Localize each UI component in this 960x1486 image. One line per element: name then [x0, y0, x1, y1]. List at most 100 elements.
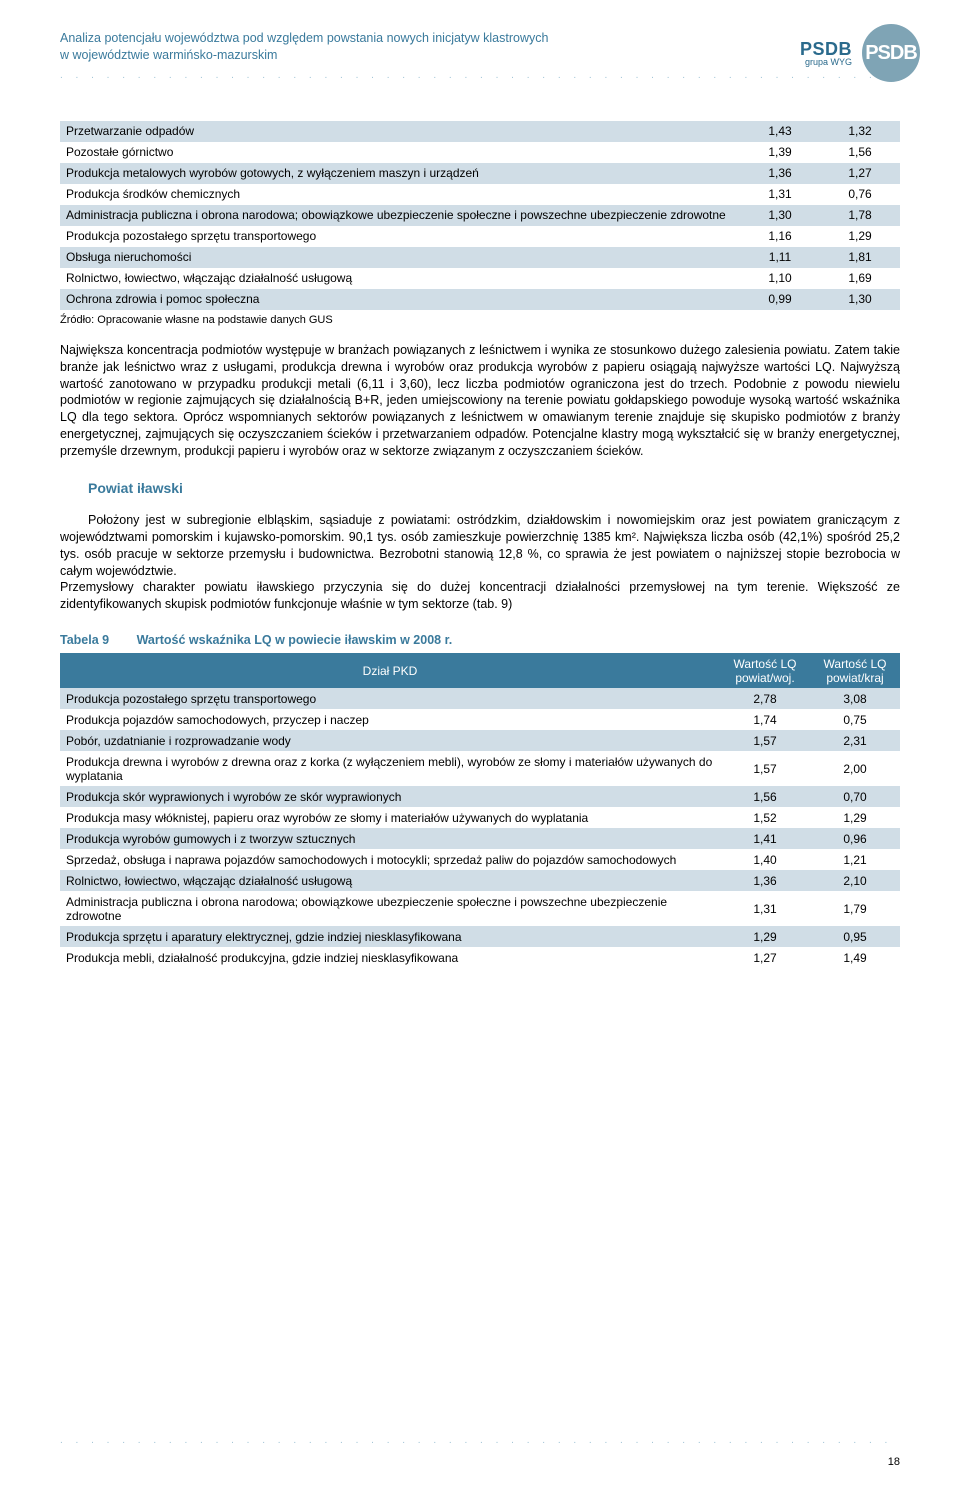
table-cell-v2: 1,32 — [820, 121, 900, 142]
table-cell-v1: 1,31 — [740, 184, 820, 205]
table-2-header-main: Dział PKD — [60, 653, 720, 688]
table-cell-v2: 1,79 — [810, 891, 900, 926]
table-cell-label: Produkcja drewna i wyrobów z drewna oraz… — [60, 751, 720, 786]
table-cell-v1: 1,36 — [740, 163, 820, 184]
table-cell-v2: 1,56 — [820, 142, 900, 163]
table-row: Pobór, uzdatnianie i rozprowadzanie wody… — [60, 730, 900, 751]
table-cell-v1: 1,40 — [720, 849, 810, 870]
table-row: Produkcja pozostałego sprzętu transporto… — [60, 226, 900, 247]
section-title: Powiat iławski — [88, 480, 900, 496]
table-cell-v1: 1,31 — [720, 891, 810, 926]
table-cell-v2: 0,70 — [810, 786, 900, 807]
table-cell-label: Produkcja pozostałego sprzętu transporto… — [60, 226, 740, 247]
table-row: Produkcja drewna i wyrobów z drewna oraz… — [60, 751, 900, 786]
table-cell-label: Ochrona zdrowia i pomoc społeczna — [60, 289, 740, 310]
table-cell-label: Obsługa nieruchomości — [60, 247, 740, 268]
brand-logo: PSDB — [862, 24, 920, 82]
table-2: Dział PKD Wartość LQ powiat/woj. Wartość… — [60, 653, 900, 968]
table-1: Przetwarzanie odpadów1,431,32Pozostałe g… — [60, 121, 900, 310]
table-cell-v2: 1,81 — [820, 247, 900, 268]
table-cell-v1: 0,99 — [740, 289, 820, 310]
table-cell-v1: 1,29 — [720, 926, 810, 947]
brand-name: PSDB — [800, 40, 852, 58]
paragraph-2: Położony jest w subregionie elbląskim, s… — [60, 512, 900, 613]
table-row: Przetwarzanie odpadów1,431,32 — [60, 121, 900, 142]
table-2-header-v1: Wartość LQ powiat/woj. — [720, 653, 810, 688]
table-cell-v1: 1,27 — [720, 947, 810, 968]
table-row: Rolnictwo, łowiectwo, włączając działaln… — [60, 870, 900, 891]
table-cell-v1: 1,16 — [740, 226, 820, 247]
table-cell-v1: 1,41 — [720, 828, 810, 849]
table-cell-label: Produkcja pozostałego sprzętu transporto… — [60, 688, 720, 709]
table-row: Administracja publiczna i obrona narodow… — [60, 891, 900, 926]
table-2-header-v2: Wartość LQ powiat/kraj — [810, 653, 900, 688]
table-cell-v1: 1,11 — [740, 247, 820, 268]
table-cell-v1: 1,39 — [740, 142, 820, 163]
table-cell-v2: 1,49 — [810, 947, 900, 968]
table-row: Sprzedaż, obsługa i naprawa pojazdów sam… — [60, 849, 900, 870]
table-cell-v2: 0,96 — [810, 828, 900, 849]
brand-text: PSDB grupa WYG — [800, 40, 852, 67]
table-cell-v1: 1,52 — [720, 807, 810, 828]
table-cell-label: Administracja publiczna i obrona narodow… — [60, 205, 740, 226]
table-row: Produkcja metalowych wyrobów gotowych, z… — [60, 163, 900, 184]
table-cell-label: Rolnictwo, łowiectwo, włączając działaln… — [60, 268, 740, 289]
table-cell-v1: 1,57 — [720, 751, 810, 786]
table-cell-v2: 1,27 — [820, 163, 900, 184]
doc-title-line2: w województwie warmińsko-mazurskim — [60, 48, 277, 62]
footer-separator: . . . . . . . . . . . . . . . . . . . . … — [60, 1435, 900, 1446]
table-row: Produkcja masy włóknistej, papieru oraz … — [60, 807, 900, 828]
table-row: Pozostałe górnictwo1,391,56 — [60, 142, 900, 163]
table-cell-v2: 2,00 — [810, 751, 900, 786]
table-cell-v1: 1,57 — [720, 730, 810, 751]
table-row: Obsługa nieruchomości1,111,81 — [60, 247, 900, 268]
table-cell-v2: 1,29 — [810, 807, 900, 828]
table-cell-v2: 1,30 — [820, 289, 900, 310]
table-row: Produkcja pozostałego sprzętu transporto… — [60, 688, 900, 709]
table-cell-v1: 1,56 — [720, 786, 810, 807]
table-cell-label: Przetwarzanie odpadów — [60, 121, 740, 142]
table-row: Administracja publiczna i obrona narodow… — [60, 205, 900, 226]
table-cell-v2: 3,08 — [810, 688, 900, 709]
table-cell-label: Administracja publiczna i obrona narodow… — [60, 891, 720, 926]
table-cell-label: Produkcja wyrobów gumowych i z tworzyw s… — [60, 828, 720, 849]
table-row: Ochrona zdrowia i pomoc społeczna0,991,3… — [60, 289, 900, 310]
table-cell-label: Produkcja masy włóknistej, papieru oraz … — [60, 807, 720, 828]
table-row: Produkcja sprzętu i aparatury elektryczn… — [60, 926, 900, 947]
table-row: Produkcja mebli, działalność produkcyjna… — [60, 947, 900, 968]
table-cell-v2: 2,31 — [810, 730, 900, 751]
table-row: Rolnictwo, łowiectwo, włączając działaln… — [60, 268, 900, 289]
paragraph-2a: Położony jest w subregionie elbląskim, s… — [60, 512, 900, 580]
table-cell-label: Pozostałe górnictwo — [60, 142, 740, 163]
table-cell-v2: 0,76 — [820, 184, 900, 205]
table-row: Produkcja skór wyprawionych i wyrobów ze… — [60, 786, 900, 807]
table-row: Produkcja pojazdów samochodowych, przycz… — [60, 709, 900, 730]
table-cell-v2: 2,10 — [810, 870, 900, 891]
table-2-caption-label: Tabela 9 — [60, 633, 109, 647]
table-cell-label: Produkcja sprzętu i aparatury elektryczn… — [60, 926, 720, 947]
brand-subtitle: grupa WYG — [800, 58, 852, 67]
table-cell-v1: 2,78 — [720, 688, 810, 709]
table-row: Produkcja środków chemicznych1,310,76 — [60, 184, 900, 205]
table-cell-v2: 1,29 — [820, 226, 900, 247]
table-cell-label: Produkcja skór wyprawionych i wyrobów ze… — [60, 786, 720, 807]
table-cell-label: Produkcja środków chemicznych — [60, 184, 740, 205]
table-2-caption: Tabela 9 Wartość wskaźnika LQ w powiecie… — [60, 633, 900, 647]
table-cell-v2: 1,78 — [820, 205, 900, 226]
table-cell-v1: 1,43 — [740, 121, 820, 142]
table-cell-v2: 0,95 — [810, 926, 900, 947]
table-cell-label: Produkcja pojazdów samochodowych, przycz… — [60, 709, 720, 730]
header-separator: . . . . . . . . . . . . . . . . . . . . … — [60, 70, 900, 81]
table-cell-label: Pobór, uzdatnianie i rozprowadzanie wody — [60, 730, 720, 751]
table-cell-v1: 1,30 — [740, 205, 820, 226]
doc-title-line1: Analiza potencjału województwa pod wzglę… — [60, 31, 548, 45]
table-cell-v1: 1,36 — [720, 870, 810, 891]
table-cell-label: Produkcja mebli, działalność produkcyjna… — [60, 947, 720, 968]
table-2-caption-text: Wartość wskaźnika LQ w powiecie iławskim… — [137, 633, 453, 647]
doc-header-title: Analiza potencjału województwa pod wzglę… — [60, 30, 900, 64]
table-1-source: Źródło: Opracowanie własne na podstawie … — [60, 314, 900, 326]
table-cell-label: Rolnictwo, łowiectwo, włączając działaln… — [60, 870, 720, 891]
table-cell-v2: 0,75 — [810, 709, 900, 730]
table-cell-v1: 1,10 — [740, 268, 820, 289]
table-cell-v2: 1,69 — [820, 268, 900, 289]
